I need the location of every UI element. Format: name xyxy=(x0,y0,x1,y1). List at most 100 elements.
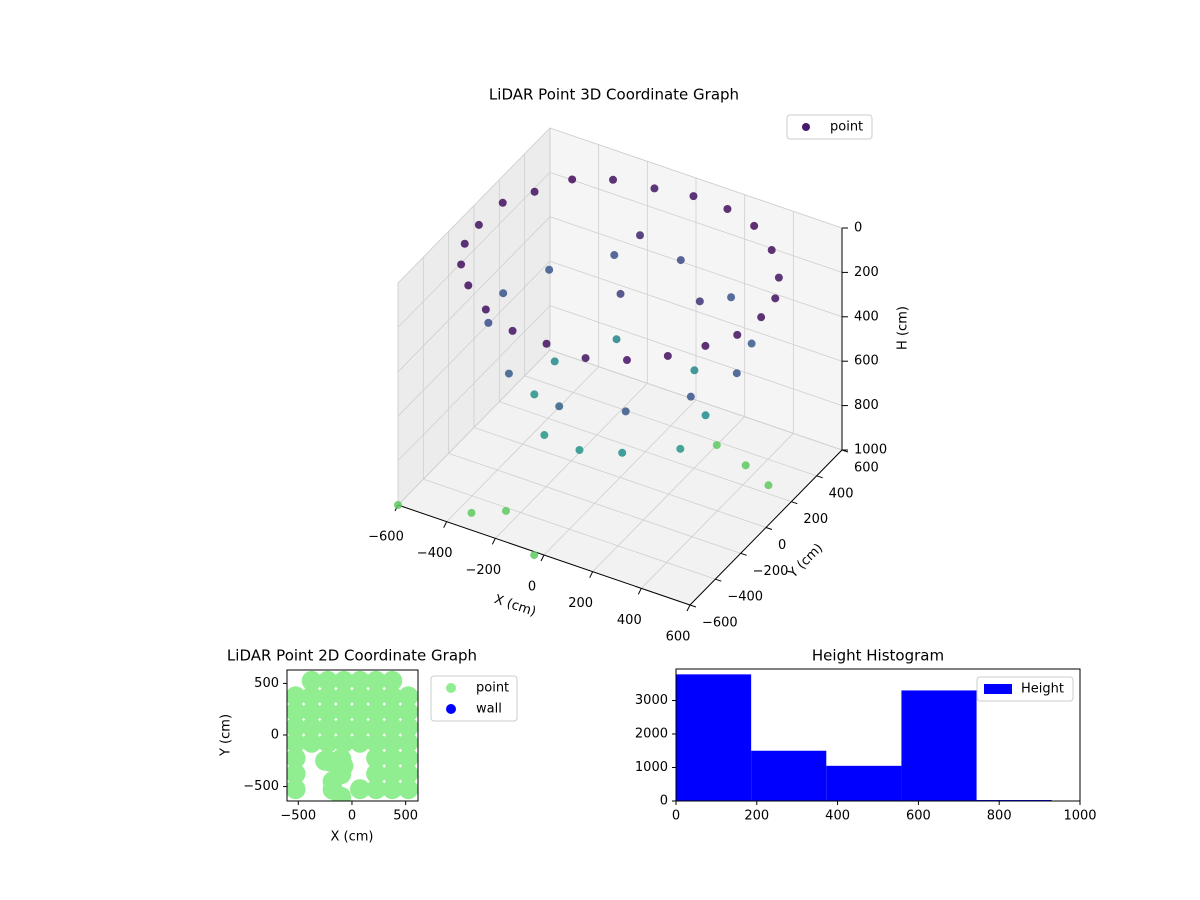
tick-mark xyxy=(540,554,545,562)
chart-title: Height Histogram xyxy=(812,647,944,665)
legend-label: wall xyxy=(476,702,502,717)
point xyxy=(555,402,564,411)
tick-mark xyxy=(740,552,747,556)
point xyxy=(382,779,403,800)
point xyxy=(301,670,322,691)
grid-line xyxy=(549,260,843,362)
point xyxy=(712,441,721,450)
point xyxy=(398,732,418,753)
point xyxy=(333,701,354,722)
y-tick-label: 3000 xyxy=(635,693,668,708)
point xyxy=(757,313,766,322)
z-tick-label: 600 xyxy=(854,354,879,369)
grid-line xyxy=(499,401,792,503)
grid-line xyxy=(397,260,551,417)
point xyxy=(382,763,403,784)
grid-line xyxy=(397,349,551,506)
point xyxy=(382,732,403,753)
point xyxy=(484,318,493,327)
y-tick-label: −600 xyxy=(702,616,738,631)
axes-frame xyxy=(675,668,1081,802)
x-tick-label: 400 xyxy=(617,613,642,628)
point xyxy=(618,448,627,457)
point xyxy=(366,763,387,784)
y-tick-label: −500 xyxy=(243,779,279,794)
x-tick-label: −500 xyxy=(280,809,316,824)
point xyxy=(287,686,306,707)
point xyxy=(398,748,418,769)
point xyxy=(612,335,621,344)
x-tick-label: −600 xyxy=(368,530,404,545)
y-tick-label: 500 xyxy=(254,676,279,691)
legend-marker xyxy=(802,123,810,131)
axes-frame xyxy=(286,669,419,802)
point xyxy=(622,356,631,365)
y-tick-label: 400 xyxy=(829,486,854,501)
x-tick-label: 800 xyxy=(987,809,1012,824)
point xyxy=(568,175,577,184)
point xyxy=(366,686,387,707)
point xyxy=(398,701,418,722)
y-tick-label: 1000 xyxy=(635,760,668,775)
point xyxy=(581,354,590,363)
point xyxy=(382,701,403,722)
point xyxy=(530,390,539,399)
point xyxy=(750,221,759,230)
grid-line xyxy=(549,172,843,273)
grid-line xyxy=(397,216,551,373)
point xyxy=(366,748,387,769)
x-tick-label: 1000 xyxy=(1063,809,1096,824)
point xyxy=(366,717,387,738)
tick-mark xyxy=(686,604,691,612)
point xyxy=(540,431,549,440)
bar xyxy=(901,690,977,801)
point xyxy=(350,779,371,800)
tick-mark xyxy=(715,578,722,582)
x-axis-label: X (cm) xyxy=(331,830,374,845)
legend-frame xyxy=(786,114,873,140)
point xyxy=(504,369,513,378)
bar xyxy=(976,799,1052,801)
legend: point xyxy=(786,114,873,140)
point xyxy=(636,231,644,240)
point xyxy=(464,281,473,290)
point xyxy=(616,289,625,298)
point xyxy=(686,392,695,401)
point xyxy=(764,481,773,490)
point xyxy=(331,764,352,785)
point xyxy=(621,407,630,416)
legend-marker xyxy=(446,704,456,714)
legend-label: Height xyxy=(1021,682,1064,697)
point xyxy=(366,701,387,722)
grid-line xyxy=(549,127,843,229)
z-tick-label: 200 xyxy=(854,265,879,280)
point xyxy=(317,686,338,707)
y-tick-label: 0 xyxy=(778,538,786,553)
point xyxy=(366,779,387,800)
x-tick-label: −200 xyxy=(465,563,501,578)
point xyxy=(474,220,483,229)
tick-mark xyxy=(816,475,823,479)
point xyxy=(501,506,510,515)
point xyxy=(366,732,387,753)
point xyxy=(676,256,685,265)
tick-mark xyxy=(443,521,448,528)
point xyxy=(382,686,403,707)
point xyxy=(287,732,306,753)
point xyxy=(301,717,322,738)
axis-line xyxy=(689,449,843,606)
point xyxy=(301,701,322,722)
point xyxy=(350,701,371,722)
y-tick-label: −400 xyxy=(727,590,763,605)
legend-label: point xyxy=(476,681,509,696)
point xyxy=(287,701,306,722)
point xyxy=(550,357,559,366)
point xyxy=(394,501,402,509)
x-tick-label: 600 xyxy=(666,630,691,645)
x-tick-label: 0 xyxy=(672,809,680,824)
point xyxy=(333,686,354,707)
point xyxy=(481,305,490,314)
grid-line xyxy=(423,478,716,580)
point xyxy=(530,551,539,560)
